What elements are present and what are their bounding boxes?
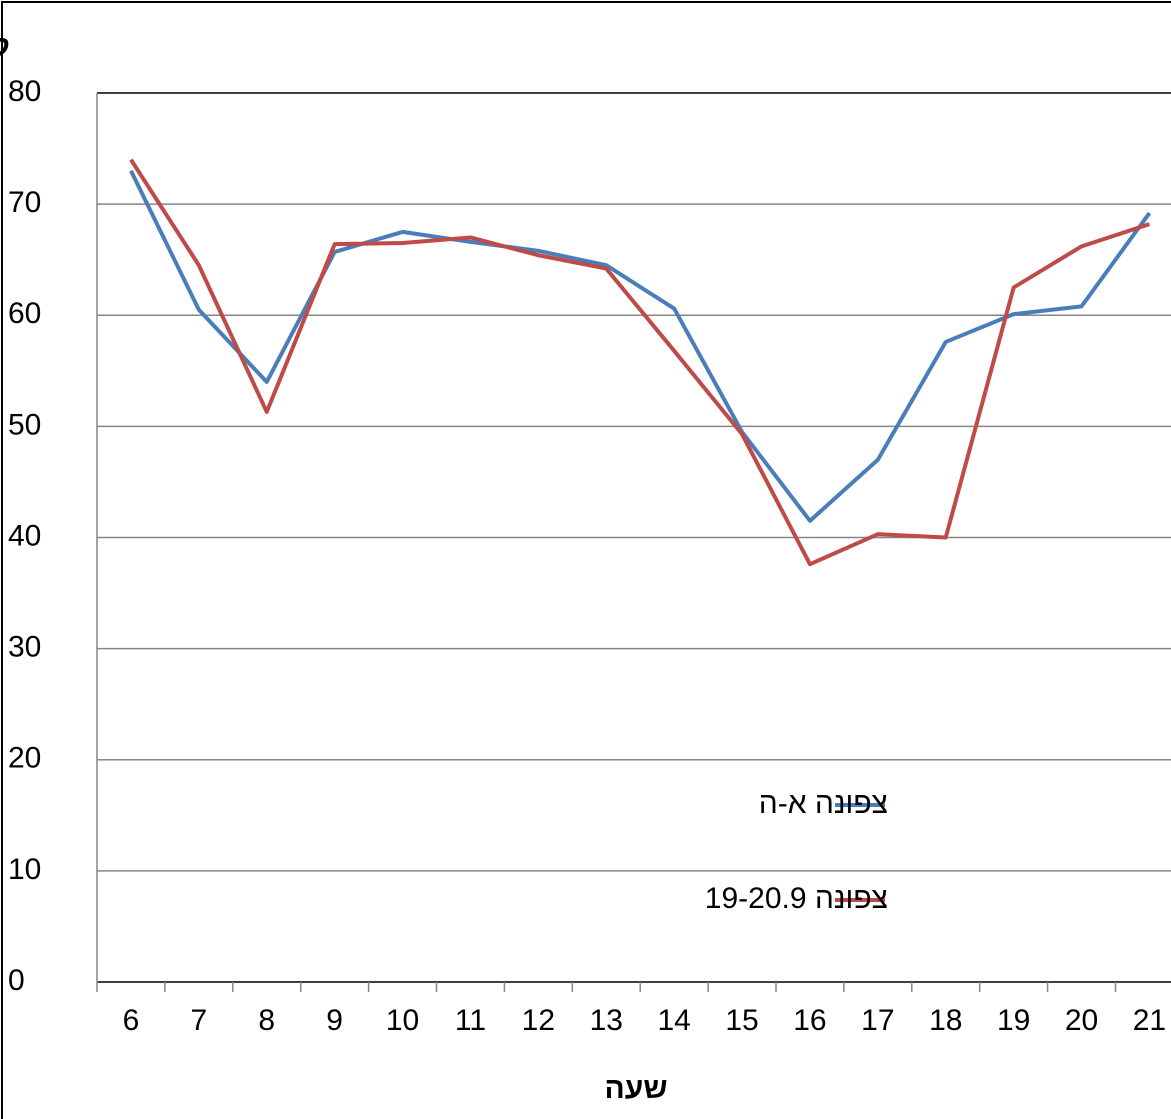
y-tick-label: 10 <box>8 853 41 886</box>
legend-label: צפונה 19-20.9 <box>705 882 888 915</box>
x-tick-label: 12 <box>522 1004 555 1037</box>
y-axis-title: קמ"ש <box>0 30 10 63</box>
x-tick-label: 21 <box>1133 1004 1166 1037</box>
legend-label: צפונה א-ה <box>759 787 888 820</box>
y-tick-label: 40 <box>8 519 41 552</box>
x-tick-label: 16 <box>793 1004 826 1037</box>
x-tick-label: 9 <box>326 1004 343 1037</box>
line-series <box>129 158 1151 567</box>
x-tick-label: 15 <box>725 1004 758 1037</box>
y-tick-label: 20 <box>8 742 41 775</box>
x-axis-title: שעה <box>605 1072 668 1105</box>
line-series <box>129 169 1152 523</box>
x-tick-label: 20 <box>1065 1004 1098 1037</box>
y-tick-label: 0 <box>8 964 25 997</box>
x-tick-label: 18 <box>929 1004 962 1037</box>
y-tick-label: 30 <box>8 631 41 664</box>
x-tick-label: 17 <box>861 1004 894 1037</box>
x-tick-label: 14 <box>657 1004 690 1037</box>
x-tick-label: 6 <box>123 1004 140 1037</box>
x-tick-label: 7 <box>191 1004 208 1037</box>
x-tick-label: 19 <box>997 1004 1030 1037</box>
x-tick-label: 11 <box>455 1004 486 1037</box>
x-tick-label: 13 <box>590 1004 623 1037</box>
y-tick-label: 60 <box>8 297 41 330</box>
x-tick-label: 10 <box>386 1004 419 1037</box>
y-tick-label: 70 <box>8 186 41 219</box>
x-tick-label: 8 <box>258 1004 275 1037</box>
y-tick-label: 80 <box>8 75 41 108</box>
y-tick-label: 50 <box>8 408 41 441</box>
